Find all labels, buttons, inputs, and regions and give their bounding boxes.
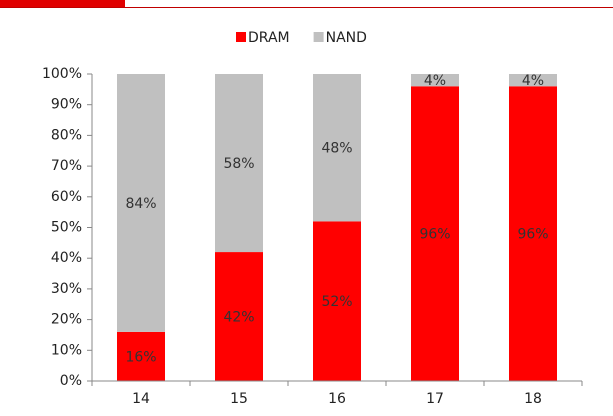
bar-segment: [117, 74, 165, 332]
data-label: 4%: [424, 73, 446, 89]
data-label: 96%: [419, 227, 450, 243]
legend-swatch: [236, 32, 246, 42]
y-tick-label: 90%: [51, 97, 82, 113]
y-tick-label: 30%: [51, 281, 82, 297]
y-tick-label: 0%: [60, 373, 82, 389]
bar-segment: [313, 221, 361, 381]
legend-label: DRAM: [248, 30, 290, 46]
header-accent: [0, 0, 125, 8]
x-tick-label: 16: [328, 391, 346, 407]
y-tick-label: 80%: [51, 127, 82, 143]
x-tick-label: 18: [524, 391, 542, 407]
x-tick-label: 14: [132, 391, 150, 407]
data-label: 42%: [223, 310, 254, 326]
bar-segment: [313, 74, 361, 222]
x-tick-label: 15: [230, 391, 248, 407]
bar-segment: [411, 86, 459, 381]
legend-label: NAND: [326, 30, 367, 46]
data-label: 58%: [223, 156, 254, 172]
data-label: 84%: [125, 196, 156, 212]
data-label: 4%: [522, 73, 544, 89]
bar-segment: [509, 74, 557, 87]
y-tick-label: 40%: [51, 250, 82, 266]
bar-segment: [117, 331, 165, 381]
data-label: 48%: [321, 141, 352, 157]
y-tick-label: 50%: [51, 220, 82, 236]
bar-segment: [215, 74, 263, 253]
data-label: 52%: [321, 294, 352, 310]
bar-segment: [215, 252, 263, 381]
y-tick-label: 10%: [51, 342, 82, 358]
y-tick-label: 60%: [51, 189, 82, 205]
y-tick-label: 100%: [42, 66, 82, 82]
y-tick-label: 70%: [51, 158, 82, 174]
legend-swatch: [313, 32, 324, 42]
bar-segment: [509, 86, 557, 381]
x-tick-label: 17: [426, 391, 444, 407]
data-label: 96%: [517, 227, 548, 243]
bar-segment: [411, 74, 459, 87]
data-label: 16%: [125, 349, 156, 365]
y-tick-label: 20%: [51, 312, 82, 328]
